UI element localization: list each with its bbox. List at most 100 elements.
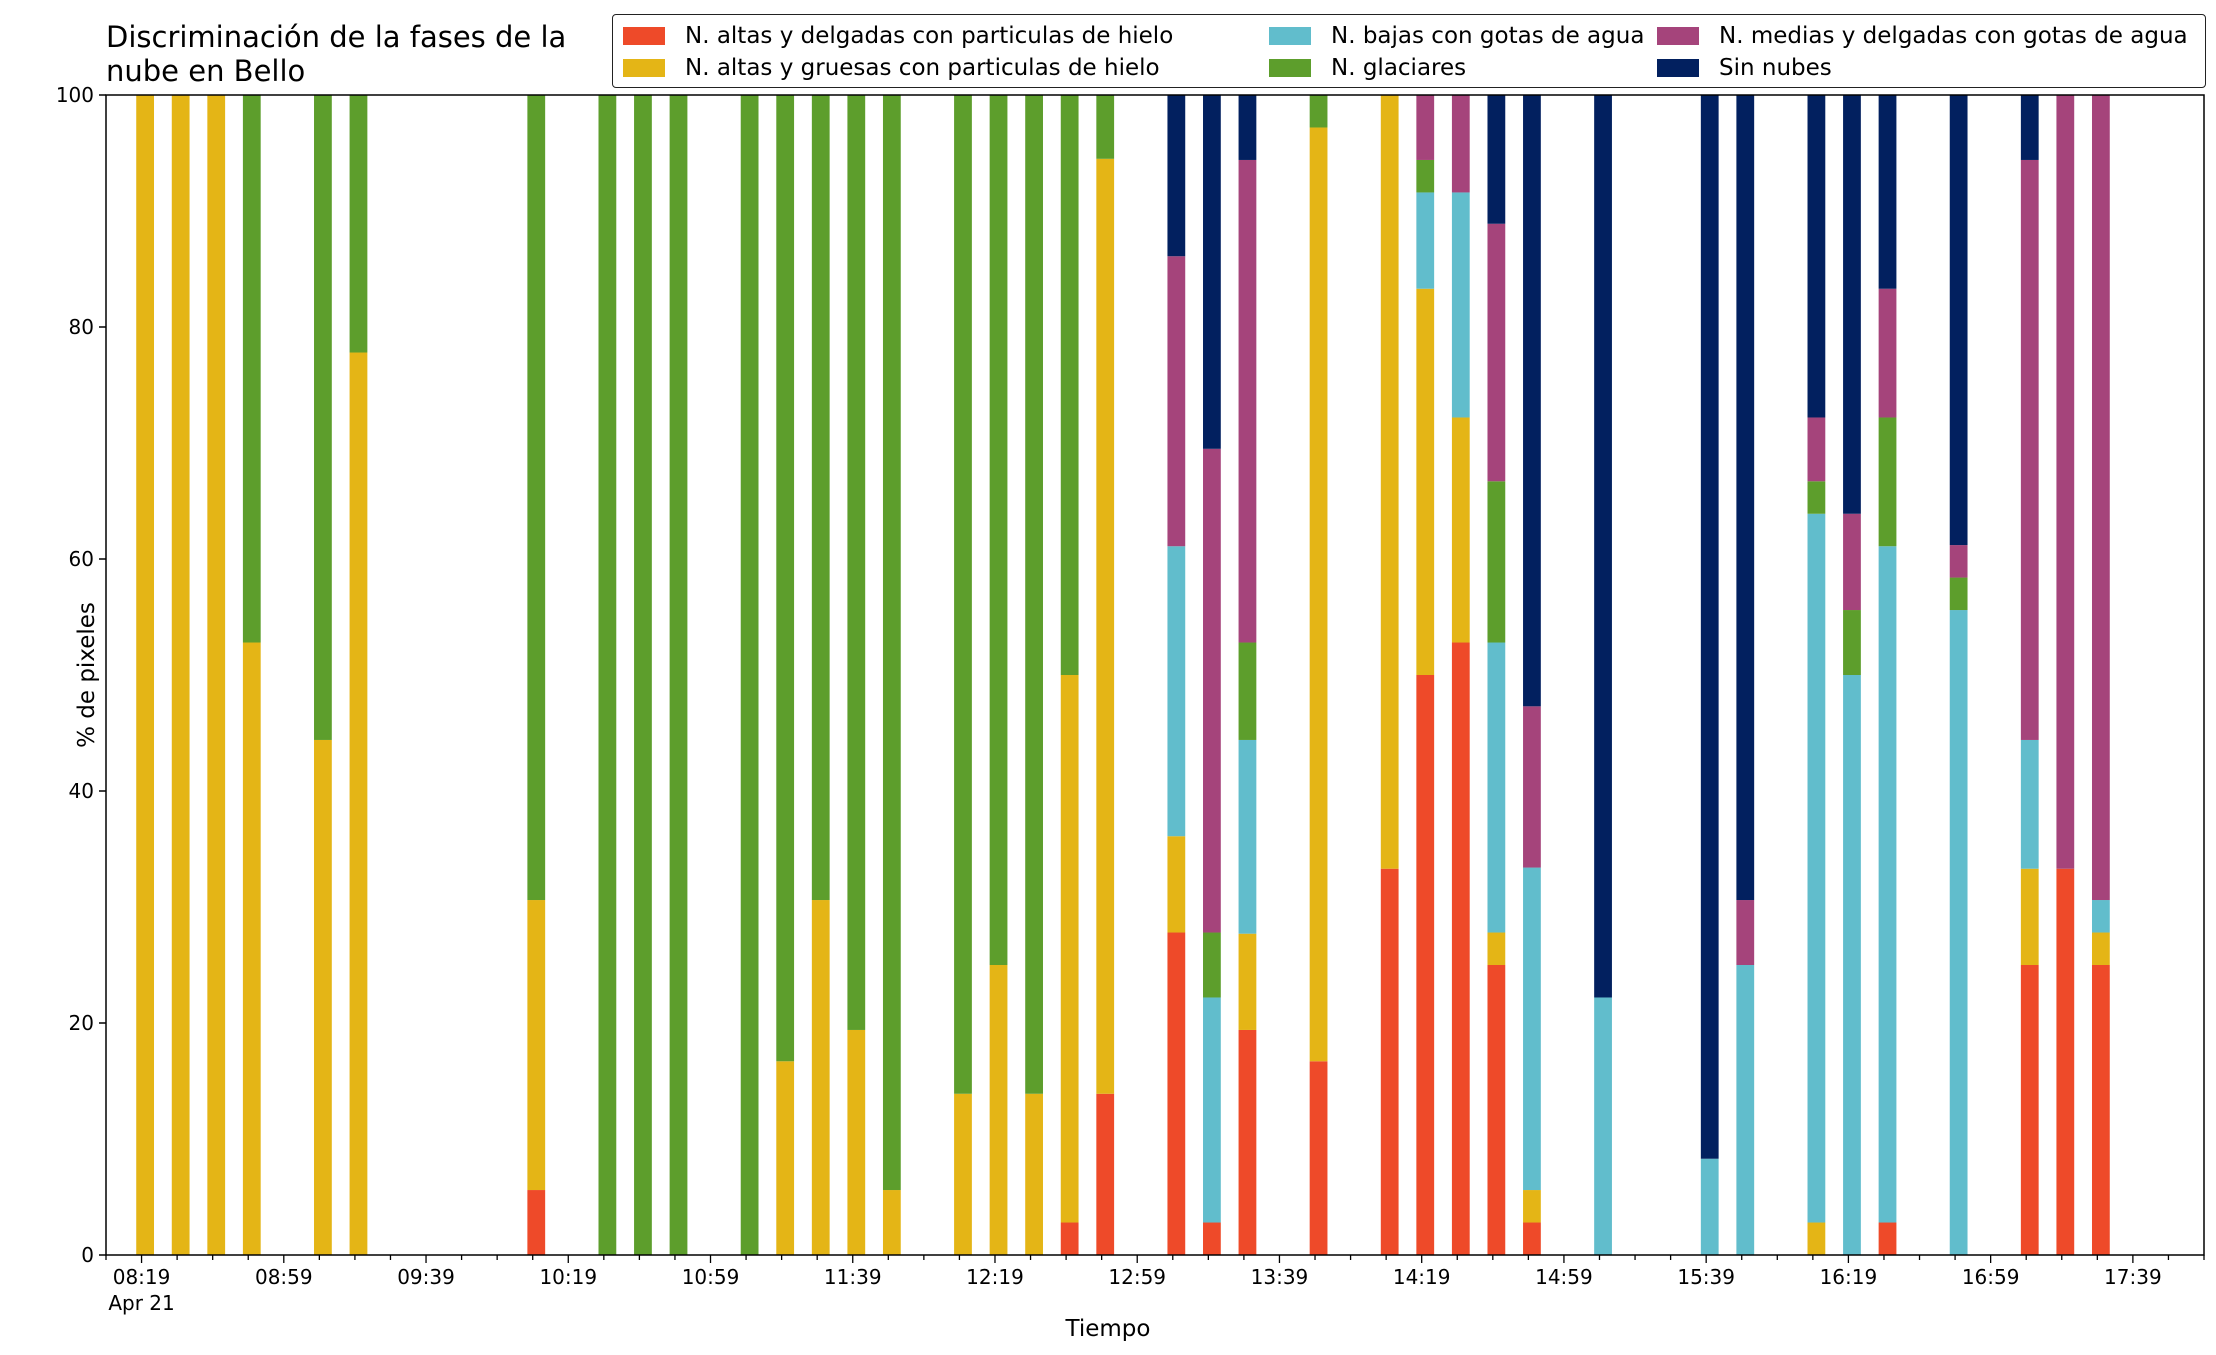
bar-segment <box>2020 868 2039 965</box>
legend: N. altas y delgadas con particulas de hi… <box>612 14 2206 88</box>
bar-segment <box>1736 95 1755 901</box>
bar-segment <box>1451 642 1470 1255</box>
bar-segment <box>136 95 155 1255</box>
bar-segment <box>2020 965 2039 1255</box>
bar-segment <box>314 95 332 740</box>
legend-label: Sin nubes <box>1719 55 1832 81</box>
bar-segment <box>740 95 759 1255</box>
bar-segment <box>954 95 972 1094</box>
bar-segment <box>1843 513 1861 611</box>
bar-segment <box>1487 95 1506 224</box>
plot-frame <box>105 94 2205 1256</box>
x-axis: 08:19 08:59 09:39 10:19 10:59 11:39 12:19 12:59… <box>105 1255 2205 1315</box>
bar-segment <box>1736 900 1755 965</box>
bar-segment <box>1309 127 1328 1062</box>
bar-segment <box>1594 95 1612 998</box>
bar-segment <box>1949 95 1968 546</box>
bar-segment <box>1807 1222 1826 1255</box>
bars-layer <box>136 95 2110 1255</box>
bar-segment <box>1487 932 1506 965</box>
y-tick-label: 0 <box>81 1243 94 1267</box>
bar-segment <box>1487 642 1506 933</box>
bar-segment <box>1096 158 1115 1094</box>
bar-segment <box>1523 867 1541 1191</box>
bar-segment <box>1238 95 1257 160</box>
bar-segment <box>1878 95 1897 289</box>
bar-segment <box>1487 223 1506 482</box>
y-axis: 0 20 40 60 80 100 <box>56 83 106 1267</box>
chart-title: Discriminación de la fases de la nube en… <box>106 20 567 88</box>
x-tick-label: 14:19 <box>1393 1265 1451 1289</box>
bar-segment <box>1843 675 1861 1255</box>
bar-segment <box>776 95 795 1062</box>
bar-segment <box>1807 417 1826 482</box>
bar-segment <box>2020 159 2039 740</box>
bar-segment <box>1878 1222 1897 1255</box>
x-tick-label: 12:59 <box>1108 1265 1166 1289</box>
x-tick-label: 13:39 <box>1251 1265 1309 1289</box>
bar-segment <box>1203 932 1221 998</box>
legend-label: N. glaciares <box>1331 55 1467 81</box>
bar-segment <box>2091 932 2110 965</box>
bar-segment <box>1167 932 1186 1255</box>
bar-segment <box>527 95 546 901</box>
bar-segment <box>2020 95 2039 160</box>
bar-segment <box>314 739 332 1255</box>
bar-segment <box>1025 95 1043 1094</box>
bar-segment <box>1451 192 1470 418</box>
legend-label: N. altas y gruesas con particulas de hie… <box>685 55 1160 81</box>
bar-segment <box>207 95 226 1255</box>
bar-segment <box>171 95 190 1255</box>
bar-segment <box>1238 739 1257 934</box>
bar-segment <box>1878 546 1897 1223</box>
bar-segment <box>669 95 688 1255</box>
x-tick-label: 17:39 <box>2104 1265 2162 1289</box>
legend-item: N. glaciares <box>1269 53 1466 83</box>
bar-segment <box>527 900 546 1191</box>
bar-segment <box>1523 1222 1541 1255</box>
bar-segment <box>1594 997 1612 1255</box>
bar-segment <box>2020 739 2039 869</box>
bar-segment <box>1096 1093 1115 1255</box>
bar-segment <box>2091 95 2110 901</box>
x-tick-label: 09:39 <box>397 1265 455 1289</box>
bar-segment <box>1203 95 1221 449</box>
x-tick-label: 14:59 <box>1535 1265 1593 1289</box>
bar-segment <box>1949 545 1968 578</box>
bar-segment <box>1700 1158 1719 1255</box>
bar-segment <box>1309 95 1328 128</box>
bar-segment <box>1949 577 1968 611</box>
x-tick-label: 12:19 <box>966 1265 1024 1289</box>
bar-segment <box>1807 95 1826 418</box>
y-tick-label: 40 <box>69 779 94 803</box>
x-tick-label: 16:59 <box>1962 1265 2020 1289</box>
bar-segment <box>1487 965 1506 1255</box>
bar-segment <box>1736 965 1755 1255</box>
bar-segment <box>1167 95 1186 257</box>
legend-item: N. altas y delgadas con particulas de hi… <box>623 21 1173 51</box>
bar-segment <box>1523 1190 1541 1223</box>
y-tick-label: 100 <box>56 83 94 107</box>
bar-segment <box>349 95 368 353</box>
bar-segment <box>1167 836 1186 933</box>
bar-segment <box>882 95 901 1191</box>
bar-segment <box>1451 95 1470 193</box>
bar-segment <box>989 965 1008 1255</box>
x-date-label: Apr 21 <box>108 1291 174 1315</box>
x-tick-label: 10:19 <box>539 1265 597 1289</box>
bar-segment <box>847 1029 866 1255</box>
bar-segment <box>2091 900 2110 933</box>
legend-item: N. bajas con gotas de agua <box>1269 21 1644 51</box>
bar-segment <box>1416 159 1435 193</box>
bar-segment <box>1523 95 1541 707</box>
legend-item: N. altas y gruesas con particulas de hie… <box>623 53 1160 83</box>
legend-swatch <box>1657 27 1699 45</box>
bar-segment <box>1807 513 1826 1223</box>
x-tick-label: 08:59 <box>255 1265 313 1289</box>
bar-segment <box>2056 95 2075 869</box>
bar-segment <box>882 1190 901 1255</box>
bar-segment <box>527 1190 546 1255</box>
bar-segment <box>847 95 866 1030</box>
x-tick-label: 15:39 <box>1677 1265 1735 1289</box>
bar-segment <box>598 95 617 1255</box>
